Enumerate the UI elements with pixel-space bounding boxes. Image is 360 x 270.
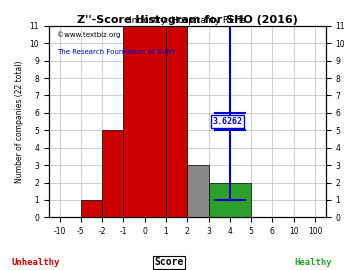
Text: Score: Score [154,257,184,267]
Title: Z''-Score Histogram for SHO (2016): Z''-Score Histogram for SHO (2016) [77,15,298,25]
Bar [81,200,102,217]
Text: Unhealthy: Unhealthy [12,258,60,267]
Text: The Research Foundation of SUNY: The Research Foundation of SUNY [57,49,176,55]
Bar [102,130,123,217]
Text: ©www.textbiz.org: ©www.textbiz.org [57,32,121,38]
Text: 3.6262: 3.6262 [213,117,243,126]
Bar [187,165,208,217]
Text: Healthy: Healthy [294,258,332,267]
Bar [208,183,251,217]
Bar [123,26,166,217]
Text: Industry: Hospitality REITs: Industry: Hospitality REITs [129,16,246,25]
Y-axis label: Number of companies (22 total): Number of companies (22 total) [15,60,24,183]
Bar [166,26,187,217]
